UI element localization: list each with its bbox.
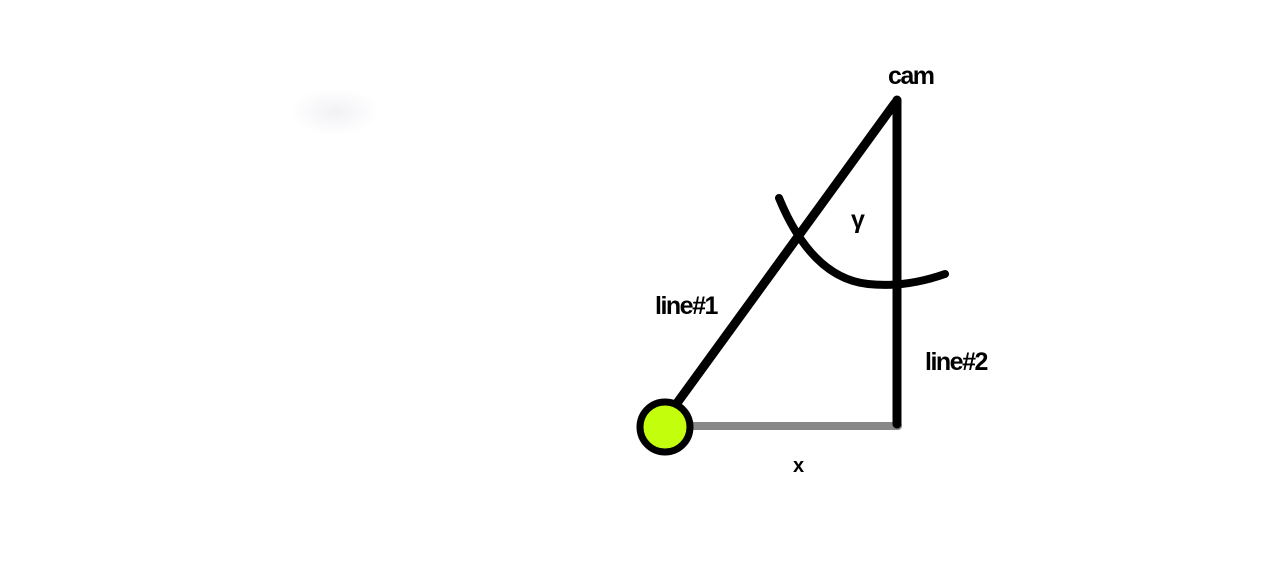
label-cam: cam <box>888 62 934 90</box>
object-point <box>636 398 694 456</box>
line-1 <box>667 98 900 415</box>
label-gamma: γ <box>851 206 865 234</box>
angle-arc-gamma <box>775 194 949 289</box>
label-line-1: line#1 <box>655 292 718 320</box>
label-x: x <box>793 455 804 477</box>
background-smudge <box>290 88 380 136</box>
label-line-2: line#2 <box>925 348 987 376</box>
